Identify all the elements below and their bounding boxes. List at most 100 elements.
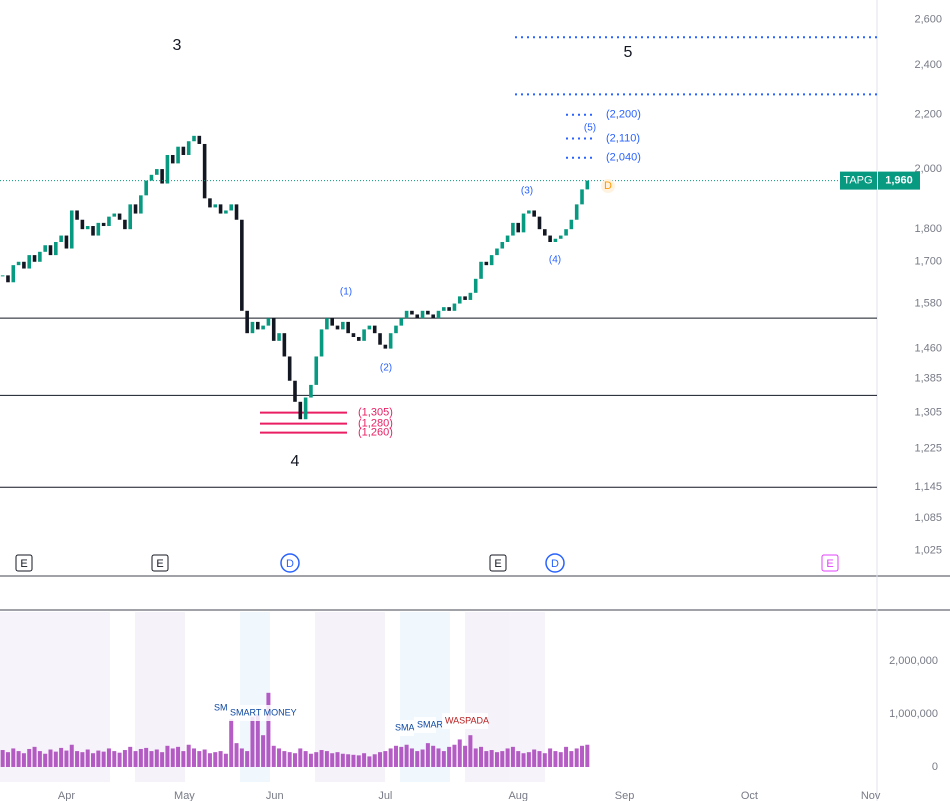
volume-bar [574, 748, 579, 767]
symbol-badge [840, 171, 877, 190]
event-badge [545, 553, 565, 573]
volume-bar [494, 752, 499, 767]
volume-bar [144, 747, 149, 767]
volume-bar [314, 752, 319, 767]
candle [54, 241, 58, 256]
wave-label: 4 [291, 453, 300, 470]
y-tick-label: 1,025 [914, 544, 942, 556]
candle [521, 213, 526, 233]
volume-bar [5, 752, 10, 767]
volume-bar [271, 745, 276, 767]
candle [208, 198, 212, 208]
candle [420, 310, 425, 319]
candle [516, 222, 521, 233]
volume-bar [340, 753, 345, 767]
volume-bar [218, 751, 223, 767]
candle [500, 241, 505, 249]
candle [527, 210, 531, 214]
candle [426, 310, 430, 315]
candle [346, 321, 350, 334]
candle [394, 325, 398, 334]
candle [447, 307, 451, 311]
candle [473, 278, 478, 293]
candle [415, 314, 420, 319]
candle [43, 245, 47, 252]
volume-bar [250, 716, 255, 767]
candle [149, 174, 154, 181]
price-marker-bg [601, 179, 615, 193]
candle [303, 397, 308, 420]
candle [399, 318, 404, 326]
candle [452, 303, 457, 311]
candle [356, 336, 361, 341]
candle [532, 210, 536, 217]
symbol-label: TAPG [843, 175, 872, 187]
volume-bar [548, 748, 553, 767]
volume-bar [75, 751, 80, 767]
target-level-label: (2,040) [606, 152, 641, 164]
candle [160, 169, 164, 184]
candle [176, 146, 180, 164]
x-tick-label: Jun [266, 790, 284, 801]
x-tick-label: Nov [861, 790, 881, 801]
volume-annotation-bg [392, 720, 414, 736]
candle [255, 321, 260, 330]
volume-annotation-bg [227, 705, 297, 721]
volume-bar [362, 753, 367, 767]
y-tick-label: 1,145 [914, 481, 942, 493]
candle [27, 255, 32, 269]
candle [495, 248, 499, 256]
volume-bar [436, 748, 441, 767]
volume-annotation: SMA [395, 722, 415, 732]
candle [569, 219, 574, 230]
candle [298, 401, 303, 420]
y-tick-label: 1,305 [914, 407, 942, 419]
volume-bar [213, 752, 218, 767]
candle [367, 325, 372, 330]
volume-bar [319, 750, 324, 767]
y-tick-label: 2,000 [914, 163, 942, 175]
candle [282, 333, 287, 357]
candle [154, 169, 159, 175]
low-level-label: (1,305) [358, 407, 393, 419]
volume-bar [383, 751, 388, 767]
price-marker: D [604, 180, 612, 192]
y-tick-label: 1,085 [914, 512, 942, 524]
volume-bar [64, 750, 69, 767]
volume-bar [425, 743, 430, 767]
wave-label: 5 [624, 44, 633, 61]
volume-bar [96, 750, 101, 767]
event-badge [15, 554, 33, 572]
volume-bar [53, 751, 58, 767]
candle [80, 219, 85, 230]
volume-bar [346, 754, 351, 767]
candle [85, 226, 90, 230]
volume-bar [128, 746, 133, 767]
volume-bar [420, 749, 425, 767]
y-tick-label: 2,200 [914, 109, 942, 121]
volume-bar [447, 746, 452, 767]
candle [341, 321, 345, 330]
volume-bar [287, 752, 292, 767]
volume-bar [85, 749, 90, 767]
event-label: E [826, 558, 833, 570]
candle [543, 229, 547, 236]
candle [325, 318, 329, 330]
candle [479, 261, 483, 279]
volume-bar [431, 745, 436, 767]
sub-wave-label: (4) [549, 255, 561, 266]
volume-bar [372, 754, 377, 767]
candle [511, 222, 515, 236]
sub-wave-label: (1) [340, 287, 352, 298]
volume-bar [176, 746, 181, 767]
candle [75, 210, 79, 220]
candle [489, 255, 494, 266]
volume-bar [266, 692, 271, 767]
volume-bar [399, 746, 404, 767]
candle [548, 235, 552, 242]
candle [293, 380, 297, 402]
volume-bar [69, 744, 74, 767]
candle [463, 296, 467, 300]
candle [59, 235, 63, 242]
